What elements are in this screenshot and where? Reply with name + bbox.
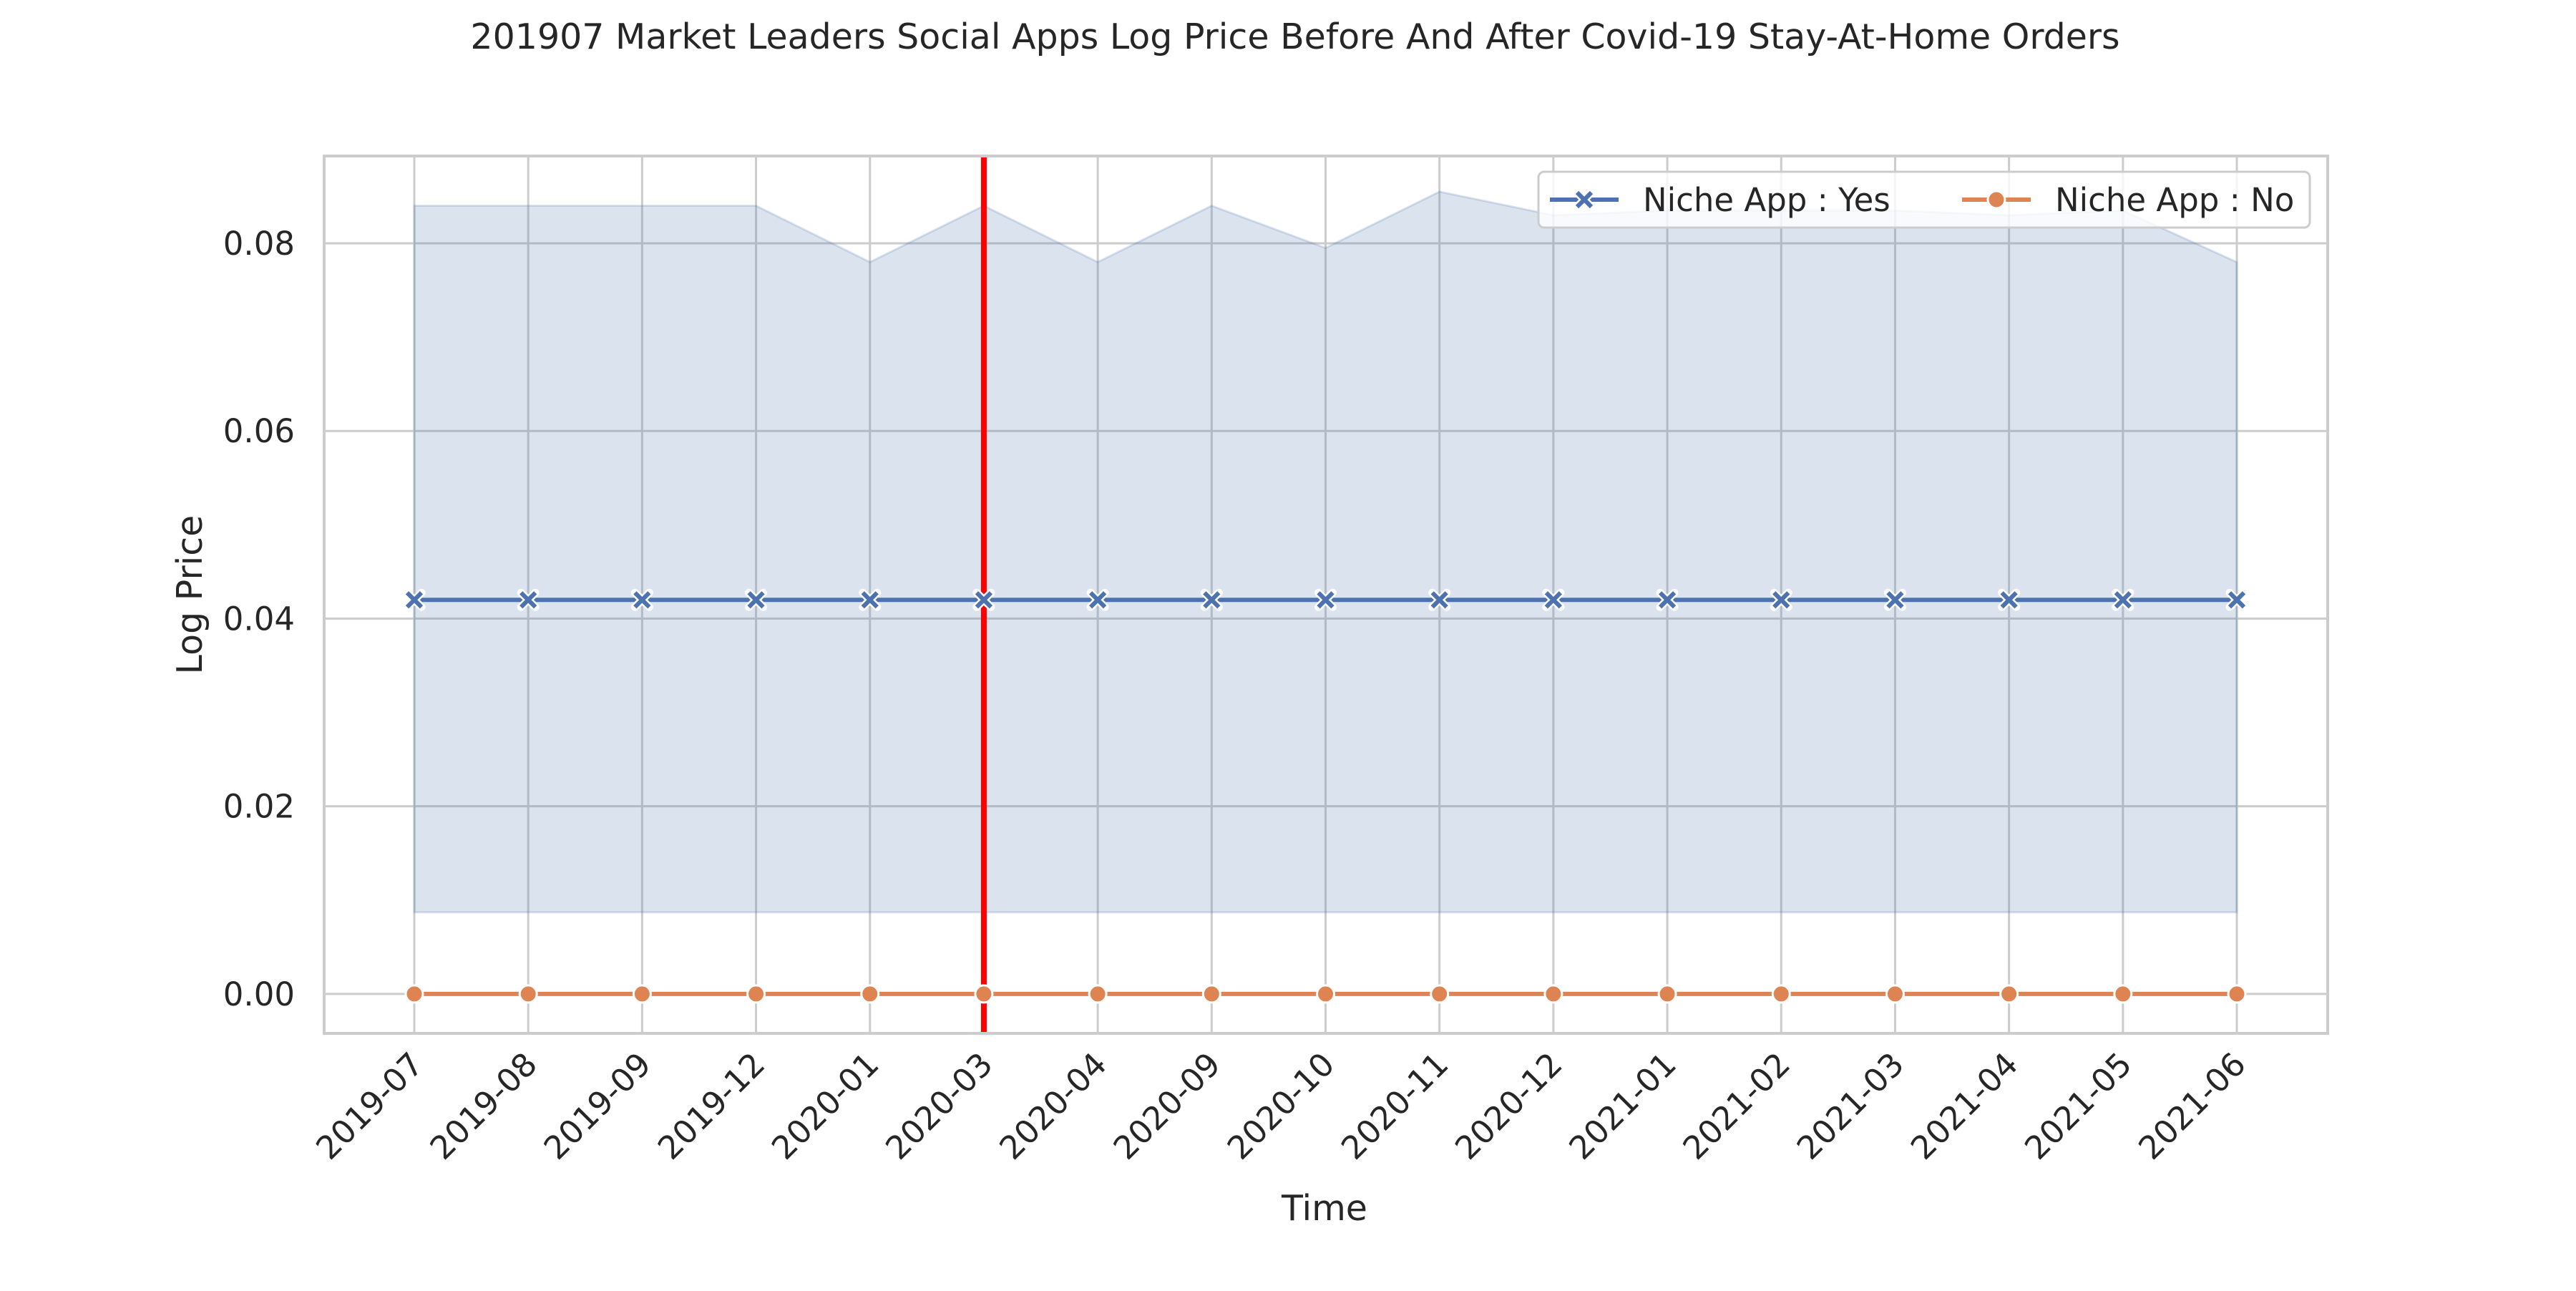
y-tick-label: 0.08 — [223, 225, 295, 263]
data-point — [2113, 984, 2133, 1004]
marker-stroke — [519, 591, 537, 609]
data-point — [404, 984, 424, 1004]
data-point — [860, 984, 880, 1004]
marker-stroke — [1317, 591, 1335, 609]
data-point — [518, 984, 538, 1004]
data-point — [1770, 588, 1792, 611]
confidence-band — [413, 190, 2238, 914]
marker-stroke — [1886, 591, 1904, 609]
data-point — [1656, 588, 1679, 611]
legend: Niche App : Yes Niche App : No — [1537, 170, 2311, 229]
data-point — [859, 588, 882, 611]
marker-stroke — [975, 591, 993, 609]
data-point — [972, 588, 995, 611]
marker-stroke — [1575, 190, 1594, 209]
legend-marker — [1573, 188, 1596, 211]
data-point — [1657, 984, 1677, 1004]
data-point — [1428, 588, 1451, 611]
data-point — [1201, 984, 1221, 1004]
data-point — [2112, 588, 2135, 611]
data-point — [1883, 588, 1906, 611]
x-axis-label: Time — [1281, 1188, 1367, 1229]
marker-stroke — [1772, 591, 1790, 609]
marker-stroke — [2000, 591, 2018, 609]
data-point — [632, 984, 652, 1004]
marker-stroke — [2114, 591, 2132, 609]
marker-stroke — [1203, 591, 1221, 609]
plot-frame — [323, 155, 2329, 1035]
y-tick-label: 0.00 — [223, 975, 295, 1013]
data-point — [1088, 984, 1108, 1004]
data-point — [1086, 588, 1109, 611]
data-point — [1314, 588, 1337, 611]
marker-stroke — [405, 591, 424, 609]
data-point — [2227, 984, 2247, 1004]
data-point — [1771, 984, 1791, 1004]
data-point — [745, 588, 768, 611]
y-tick-label: 0.04 — [223, 600, 295, 638]
marker-stroke — [1430, 591, 1448, 609]
data-point — [1885, 984, 1905, 1004]
data-point — [517, 588, 540, 611]
marker-stroke — [2228, 591, 2246, 609]
data-point — [1430, 984, 1450, 1004]
data-point — [1200, 588, 1223, 611]
data-point — [1316, 984, 1335, 1004]
marker-stroke — [1658, 591, 1677, 609]
marker-stroke — [861, 591, 879, 609]
data-point — [2225, 588, 2248, 611]
series-layer — [403, 588, 2248, 1004]
data-point — [974, 984, 994, 1004]
data-point — [746, 984, 766, 1004]
data-point — [1542, 588, 1565, 611]
y-tick-label: 0.06 — [223, 412, 295, 450]
y-tick-label: 0.02 — [223, 788, 295, 826]
marker-stroke — [1544, 591, 1562, 609]
data-point — [630, 588, 653, 611]
legend-marker — [1986, 190, 2006, 210]
marker-stroke — [633, 591, 651, 609]
legend-label: Niche App : Yes — [1643, 181, 1890, 219]
legend-box — [1537, 170, 2311, 229]
data-point — [403, 588, 426, 611]
data-point — [1998, 588, 2021, 611]
legend-label: Niche App : No — [2055, 181, 2294, 219]
y-axis-label: Log Price — [170, 515, 210, 675]
marker-stroke — [1089, 591, 1107, 609]
chart-title: 201907 Market Leaders Social Apps Log Pr… — [470, 16, 2119, 57]
marker-stroke — [747, 591, 765, 609]
data-point — [1999, 984, 2019, 1004]
confidence-band-layer — [413, 190, 2238, 914]
data-point — [1543, 984, 1563, 1004]
